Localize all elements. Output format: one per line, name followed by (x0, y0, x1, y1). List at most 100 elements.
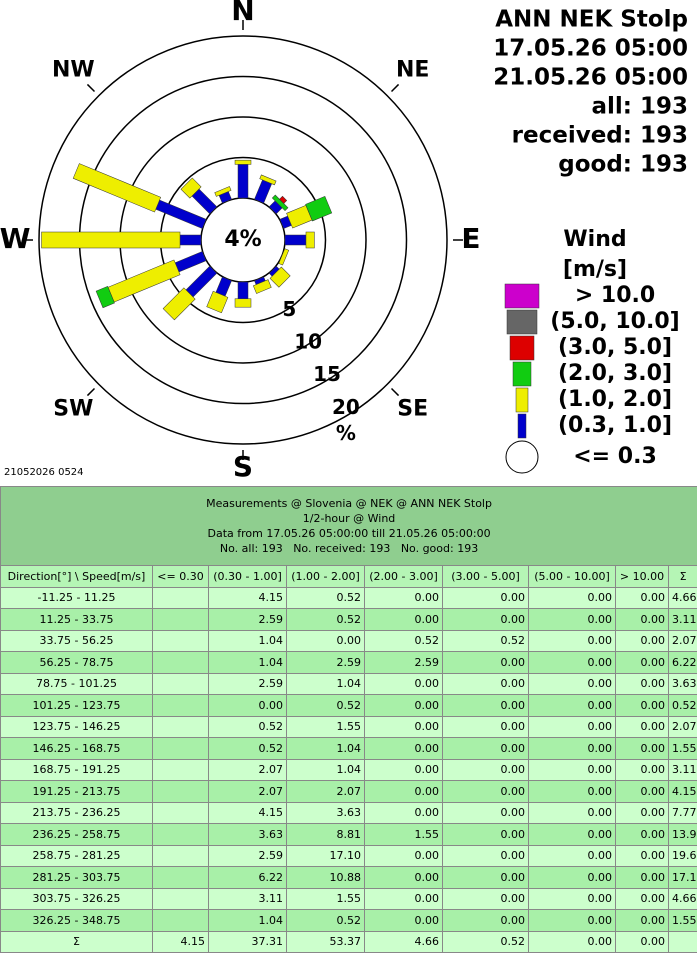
table-cell: 78.75 - 101.25 (0, 672, 153, 695)
wind-bar-segment (237, 164, 249, 199)
table-cell: 17.10 (667, 866, 697, 889)
legend-label: (2.0, 3.0] (558, 361, 672, 386)
total-cell: 0.00 (528, 930, 616, 953)
table-cell (152, 866, 209, 889)
table-cell: 6.22 (208, 866, 287, 889)
compass-label: W (0, 222, 31, 255)
table-row: 281.25 - 303.75 6.22 10.88 0.00 0.00 0.00 0.00… (0, 866, 697, 889)
wind-bar-segment (237, 281, 249, 300)
table-cell: 10.88 (286, 866, 365, 889)
wind-bar-segment (191, 188, 218, 215)
header-line: received: 193 (512, 123, 688, 149)
compass-label: N (231, 0, 254, 27)
table-cell: 0.00 (615, 801, 669, 824)
legend-label: (5.0, 10.0] (550, 309, 679, 334)
table-cell: 0.00 (208, 694, 287, 717)
wind-bar-segment (214, 186, 232, 197)
table-caption: Measurements @ Slovenia @ NEK @ ANN NEK … (0, 486, 697, 566)
table-cell (152, 629, 209, 652)
table-cell: 7.77 (667, 801, 697, 824)
ring-label: 5 (282, 297, 296, 321)
table-cell: 0.00 (615, 866, 669, 889)
table-cell: 4.66 (667, 586, 697, 609)
table-cell: 0.52 (286, 909, 365, 932)
table-cell: 213.75 - 236.25 (0, 801, 153, 824)
wind-bar-segment (259, 174, 277, 186)
table-cell: 168.75 - 191.25 (0, 758, 153, 781)
table-cell: 0.00 (528, 737, 616, 760)
compass-label: SE (397, 397, 428, 422)
table-cell: 0.00 (442, 694, 529, 717)
table-cell: 0.00 (364, 909, 443, 932)
table-cell (152, 672, 209, 695)
total-cell: 37.31 (208, 930, 287, 953)
legend-label: (1.0, 2.0] (558, 387, 672, 412)
table-row: 236.25 - 258.75 3.63 8.81 1.55 0.00 0.00 0.00 1… (0, 823, 697, 846)
table-row: Direction[°] \ Speed[m/s] <= 0.30 (0.30 - … (0, 565, 697, 588)
table-cell: 0.00 (364, 801, 443, 824)
table-row: 56.25 - 78.75 1.04 2.59 2.59 0.00 0.00 0.00 6.2… (0, 651, 697, 674)
table-cell: 236.25 - 258.75 (0, 823, 153, 846)
table-cell: 0.00 (442, 672, 529, 695)
wind-bar-segment (279, 195, 288, 204)
column-header: > 10.00 (615, 565, 669, 588)
caption-line: Measurements @ Slovenia @ NEK @ ANN NEK … (206, 497, 492, 510)
table-row: 191.25 - 213.75 2.07 2.07 0.00 0.00 0.00 0.00 4… (0, 780, 697, 803)
compass-tick (86, 83, 96, 93)
table-cell: 0.00 (364, 780, 443, 803)
table-row: 11.25 - 33.75 2.59 0.52 0.00 0.00 0.00 0.00 3.1… (0, 608, 697, 631)
wind-bar-segment (234, 298, 252, 308)
legend-swatch (512, 361, 532, 387)
compass-label: SW (53, 397, 93, 422)
wind-bar-segment (284, 234, 307, 246)
legend-label: (3.0, 5.0] (558, 335, 672, 360)
header-line: ANN NEK Stolp (495, 7, 688, 33)
table-cell: 0.00 (615, 780, 669, 803)
table-cell: 4.15 (208, 801, 287, 824)
table-cell: 0.00 (615, 737, 669, 760)
wind-bar-segment (269, 266, 291, 288)
table-cell: 0.00 (364, 672, 443, 695)
table-cell: 0.52 (208, 737, 287, 760)
table-cell: 0.00 (364, 844, 443, 867)
table-cell: 0.00 (442, 844, 529, 867)
table-cell: 0.00 (528, 694, 616, 717)
caption-line: 1/2-hour @ Wind (302, 512, 396, 525)
table-cell: 0.00 (528, 651, 616, 674)
table-cell: 1.04 (286, 737, 365, 760)
table-cell: 0.00 (615, 758, 669, 781)
legend-unit: [m/s] (563, 257, 627, 282)
table-cell: 1.55 (364, 823, 443, 846)
column-header: (1.00 - 2.00] (286, 565, 365, 588)
table-cell: 0.52 (208, 715, 287, 738)
table-cell: 13.99 (667, 823, 697, 846)
table-cell (152, 586, 209, 609)
table-cell: 0.00 (528, 586, 616, 609)
table-cell: 0.00 (528, 608, 616, 631)
table-cell (152, 758, 209, 781)
total-cell: 4.15 (152, 930, 209, 953)
table-cell: 1.04 (286, 672, 365, 695)
table-cell: 3.11 (208, 887, 287, 910)
table-cell: 33.75 - 56.25 (0, 629, 153, 652)
column-header: Direction[°] \ Speed[m/s] (0, 565, 153, 588)
table-row: 33.75 - 56.25 1.04 0.00 0.52 0.52 0.00 0.00 2.0… (0, 629, 697, 652)
table-cell: -11.25 - 11.25 (0, 586, 153, 609)
table-cell: 0.00 (528, 629, 616, 652)
table-cell: 0.00 (364, 866, 443, 889)
header-line: good: 193 (558, 152, 688, 178)
center-label: 4% (224, 227, 261, 252)
wind-bar-segment (162, 287, 196, 321)
table-row: 213.75 - 236.25 4.15 3.63 0.00 0.00 0.00 0.00 7… (0, 801, 697, 824)
table-cell: 19.69 (667, 844, 697, 867)
table-cell (152, 801, 209, 824)
table-cell: 0.00 (442, 887, 529, 910)
table-row: 168.75 - 191.25 2.07 1.04 0.00 0.00 0.00 0.00 3… (0, 758, 697, 781)
table-row: 101.25 - 123.75 0.00 0.52 0.00 0.00 0.00 0.00 0… (0, 694, 697, 717)
total-cell (667, 930, 697, 953)
table-cell: 0.00 (442, 780, 529, 803)
table-cell: 0.52 (286, 608, 365, 631)
table-cell: 0.00 (364, 694, 443, 717)
total-cell: Σ (0, 930, 153, 953)
legend-label: (0.3, 1.0] (558, 413, 672, 438)
